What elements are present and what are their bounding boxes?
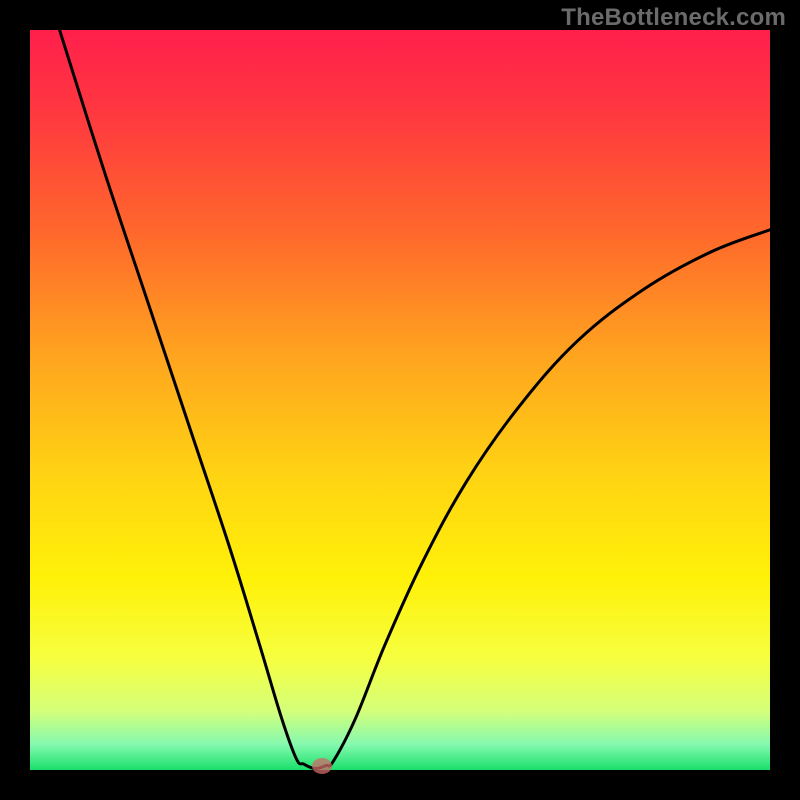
- minimum-marker: [312, 758, 332, 774]
- bottleneck-curve: [60, 30, 770, 769]
- chart-frame: TheBottleneck.com: [0, 0, 800, 800]
- watermark-text: TheBottleneck.com: [561, 4, 786, 32]
- plot-area: [30, 30, 770, 770]
- curve-layer: [30, 30, 770, 770]
